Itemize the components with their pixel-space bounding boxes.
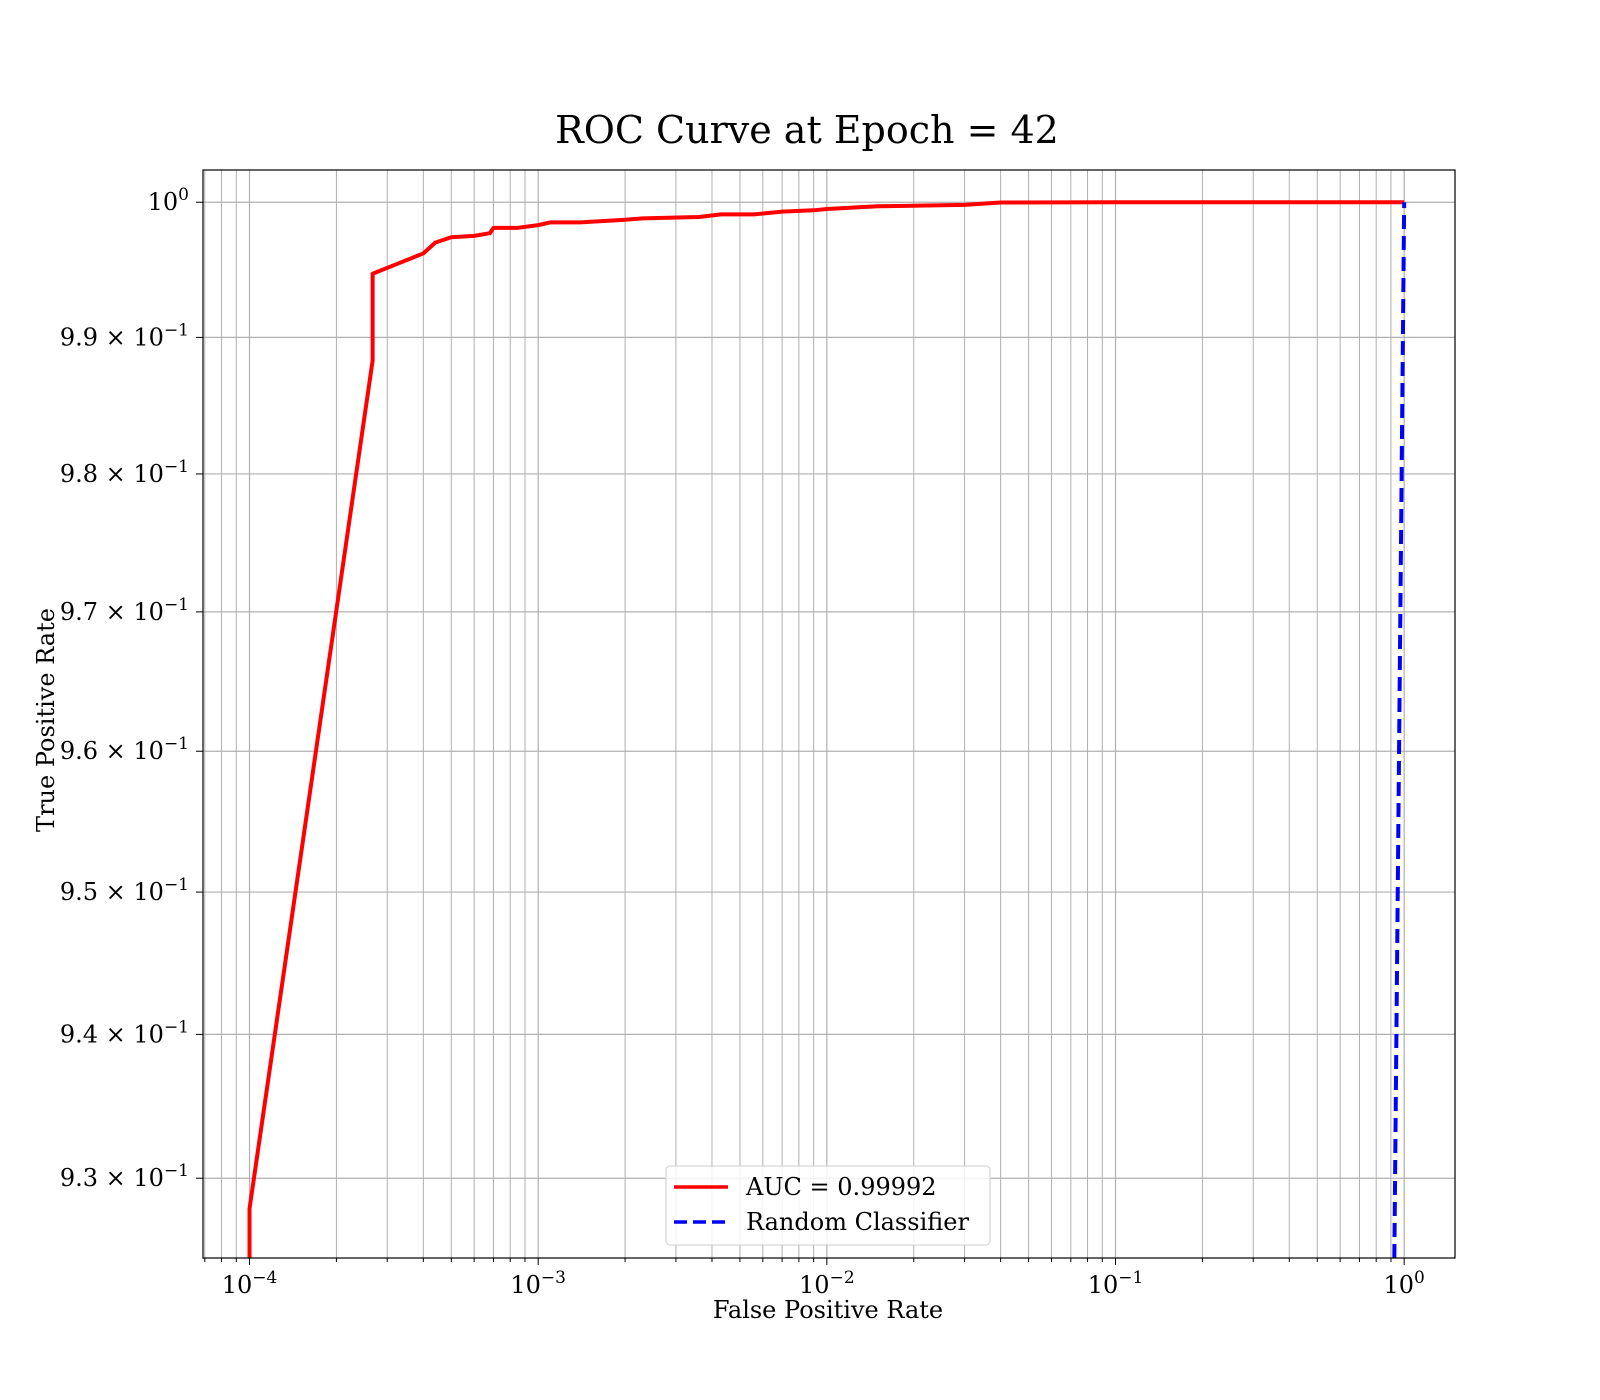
- legend-label-random: Random Classifier: [746, 1208, 969, 1236]
- y-tick-label: 100: [148, 185, 189, 216]
- x-tick-label: 10−4: [222, 1268, 278, 1299]
- x-tick-label: 100: [1383, 1268, 1424, 1299]
- legend: AUC = 0.99992 Random Classifier: [665, 1165, 991, 1246]
- legend-box: [665, 1165, 991, 1246]
- legend-label-auc: AUC = 0.99992: [745, 1173, 937, 1201]
- x-axis-label: False Positive Rate: [713, 1296, 943, 1324]
- roc-curve-line: [247, 200, 1405, 1258]
- chart-title: ROC Curve at Epoch = 42: [555, 108, 1059, 152]
- x-axis-ticks: 10−4 10−3 10−2 10−1 100: [222, 1268, 1425, 1299]
- y-axis-ticks: 100 9.9 × 10−1 9.8 × 10−1 9.7 × 10−1 9.6 × 1…: [60, 185, 189, 1192]
- series-lines: [247, 200, 1407, 1259]
- plot-frame: [202, 169, 1456, 1259]
- y-tick-label: 9.5 × 10−1: [60, 875, 189, 906]
- y-tick-label: 9.7 × 10−1: [60, 595, 189, 626]
- y-tick-label: 9.9 × 10−1: [60, 320, 189, 351]
- y-tick-label: 9.8 × 10−1: [60, 457, 189, 488]
- y-tick-label: 9.4 × 10−1: [60, 1017, 189, 1048]
- x-tick-label: 10−3: [510, 1268, 566, 1299]
- x-tick-label: 10−1: [1088, 1268, 1144, 1299]
- random-classifier-line: [1392, 202, 1407, 1259]
- grid: [196, 170, 1455, 1265]
- y-tick-label: 9.6 × 10−1: [60, 734, 189, 765]
- y-axis-label: True Positive Rate: [32, 608, 60, 832]
- y-tick-label: 9.3 × 10−1: [60, 1161, 189, 1192]
- x-tick-label: 10−2: [799, 1268, 855, 1299]
